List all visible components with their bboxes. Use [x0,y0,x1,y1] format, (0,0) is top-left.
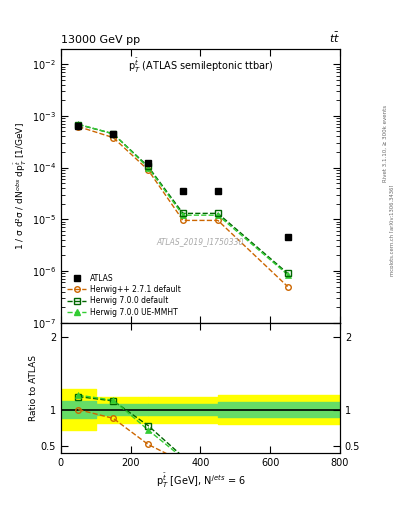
Y-axis label: Ratio to ATLAS: Ratio to ATLAS [29,355,38,421]
Text: p$_T^{\bar{t}}$ (ATLAS semileptonic ttbar): p$_T^{\bar{t}}$ (ATLAS semileptonic ttba… [128,57,273,75]
Legend: ATLAS, Herwig++ 2.7.1 default, Herwig 7.0.0 default, Herwig 7.0.0 UE-MMHT: ATLAS, Herwig++ 2.7.1 default, Herwig 7.… [65,271,183,319]
Text: mcplots.cern.ch [arXiv:1306.3436]: mcplots.cern.ch [arXiv:1306.3436] [390,185,393,276]
X-axis label: p$^{\bar{t}}_{T}$ [GeV], N$^{jets}$ = 6: p$^{\bar{t}}_{T}$ [GeV], N$^{jets}$ = 6 [156,472,245,490]
Text: $t\bar{t}$: $t\bar{t}$ [329,31,340,45]
Text: ATLAS_2019_I1750330: ATLAS_2019_I1750330 [157,237,244,246]
Text: Rivet 3.1.10, ≥ 300k events: Rivet 3.1.10, ≥ 300k events [383,105,387,182]
Y-axis label: 1 / σ d²σ / dN$^{obs}$ dp$^{\bar{t}}_{T}$ [1/GeV]: 1 / σ d²σ / dN$^{obs}$ dp$^{\bar{t}}_{T}… [13,122,29,249]
Text: 13000 GeV pp: 13000 GeV pp [61,35,140,45]
